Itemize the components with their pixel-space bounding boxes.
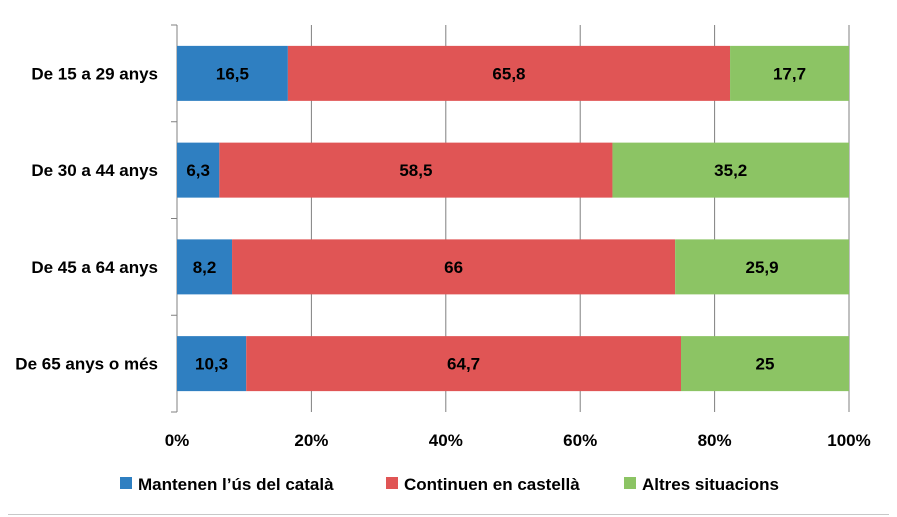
- data-label-3-0: 10,3: [195, 355, 228, 374]
- bar-0-series-2: [730, 45, 849, 101]
- bar-2-series-1: [232, 239, 676, 295]
- data-label-0-0: 16,5: [216, 64, 249, 83]
- bar-2-series-0: [177, 239, 233, 295]
- bars: 16,5 65,8 17,7 6,3 58,5 35,2 8,2 66 25,9 10,3 64,7…: [177, 45, 849, 392]
- x-tick-label-1: 20%: [294, 431, 328, 450]
- x-tick-label-3: 60%: [563, 431, 597, 450]
- data-label-3-2: 25: [756, 355, 775, 374]
- data-label-1-1: 58,5: [399, 161, 432, 180]
- legend-label-2: Altres situacions: [642, 475, 779, 494]
- x-tick-label-2: 40%: [429, 431, 463, 450]
- x-tick-label-5: 100%: [827, 431, 870, 450]
- data-label-3-1: 64,7: [447, 355, 480, 374]
- bar-0-series-1: [287, 45, 731, 101]
- data-label-1-2: 35,2: [714, 161, 747, 180]
- legend-label-1: Continuen en castellà: [404, 475, 580, 494]
- legend-swatch-0: [120, 477, 132, 489]
- category-labels: De 15 a 29 anys De 30 a 44 anys De 45 a 64…: [15, 64, 158, 373]
- data-label-1-0: 6,3: [186, 161, 210, 180]
- bar-3-series-1: [246, 336, 681, 392]
- legend-swatch-1: [386, 477, 398, 489]
- category-label-2: De 45 a 64 anys: [31, 258, 158, 277]
- bar-3-series-2: [681, 336, 849, 392]
- data-label-2-0: 8,2: [193, 258, 217, 277]
- x-tick-label-4: 80%: [698, 431, 732, 450]
- bar-1-series-0: [177, 142, 220, 198]
- data-label-0-1: 65,8: [492, 64, 525, 83]
- bar-1-series-2: [612, 142, 849, 198]
- bar-0-series-0: [177, 45, 288, 101]
- legend-swatch-2: [624, 477, 636, 489]
- frame-bottom-border: [8, 514, 889, 515]
- legend: Mantenen l’ús del català Continuen en cas…: [120, 475, 779, 494]
- bar-1-series-1: [219, 142, 613, 198]
- data-label-2-2: 25,9: [746, 258, 779, 277]
- category-label-1: De 30 a 44 anys: [31, 161, 158, 180]
- x-tick-label-0: 0%: [165, 431, 190, 450]
- legend-label-0: Mantenen l’ús del català: [138, 475, 334, 494]
- x-tick-labels: 0% 20% 40% 60% 80% 100%: [165, 431, 871, 450]
- category-label-0: De 15 a 29 anys: [31, 64, 158, 83]
- bar-3-series-0: [177, 336, 247, 392]
- data-label-2-1: 66: [444, 258, 463, 277]
- category-label-3: De 65 anys o més: [15, 355, 158, 374]
- data-label-0-2: 17,7: [773, 64, 806, 83]
- category-axis: [171, 24, 177, 413]
- bar-2-series-2: [675, 239, 849, 295]
